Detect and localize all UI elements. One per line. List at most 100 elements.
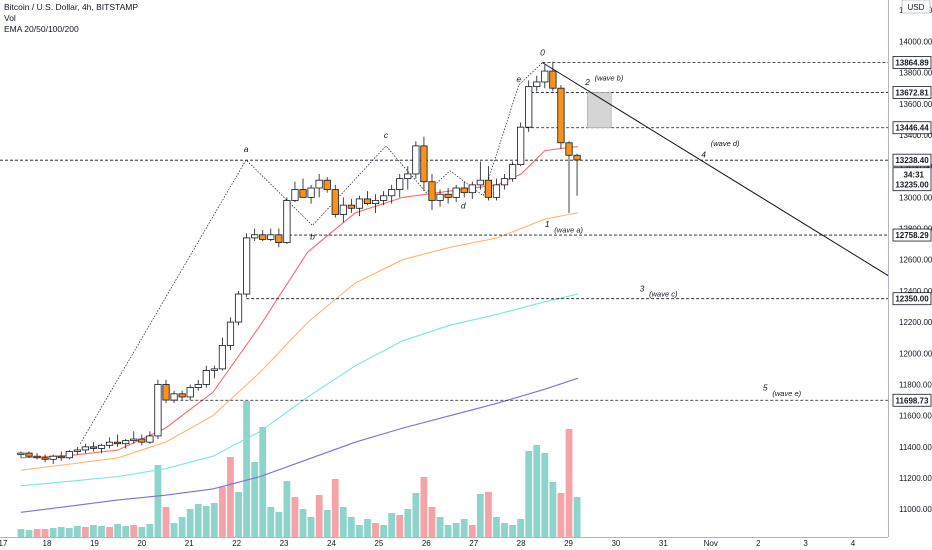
candle-5 <box>57 451 65 461</box>
volume-bar-43 <box>364 519 371 537</box>
candle-body <box>460 187 468 194</box>
candle-32 <box>275 228 283 248</box>
candle-body <box>243 237 251 295</box>
y-tick-label: 13600.00 <box>899 100 932 109</box>
y-tick-label: 12600.00 <box>899 256 932 265</box>
y-tick-label: 13400.00 <box>899 131 932 140</box>
candle-58 <box>484 166 493 201</box>
candle-body <box>315 179 323 189</box>
volume-bar-48 <box>404 509 412 537</box>
candle-25 <box>218 337 227 371</box>
volume-bar-16 <box>146 524 154 537</box>
candle-body <box>371 200 380 204</box>
candle-14 <box>130 431 138 444</box>
candle-body <box>388 189 396 197</box>
x-tick-label: 25 <box>374 539 383 548</box>
candle-body <box>194 384 202 388</box>
volume-bar-62 <box>517 519 525 537</box>
target-number-5: 5 <box>763 383 768 393</box>
candle-body <box>565 142 573 156</box>
candle-43 <box>363 191 372 206</box>
y-tick-label: 12400.00 <box>899 287 932 296</box>
price-level-tag: 13672.81 <box>895 88 929 97</box>
volume-bar-1 <box>25 530 33 537</box>
volume-bar-29 <box>251 462 259 537</box>
trend-line <box>542 62 932 304</box>
volume-bar-50 <box>420 477 428 537</box>
target-label-1: (wave a) <box>554 225 583 234</box>
candle-15 <box>138 434 146 446</box>
x-tick-label: 20 <box>137 539 146 548</box>
candle-51 <box>428 173 436 210</box>
ema-label: EMA 20/50/100/200 <box>4 24 79 34</box>
x-tick-label: Nov <box>704 539 718 548</box>
candle-33 <box>283 197 291 245</box>
candle-body <box>508 164 517 180</box>
volume-bar-55 <box>460 519 468 537</box>
wave-label-0: 0 <box>540 47 545 57</box>
volume-bar-54 <box>452 523 460 537</box>
volume-bar-68 <box>565 429 573 537</box>
candle-body <box>428 181 436 201</box>
wave-label-d: d <box>461 200 466 210</box>
x-tick-label: 31 <box>659 539 668 548</box>
price-axis[interactable]: 14200.0014000.0013800.0013600.0013400.00… <box>888 0 932 550</box>
volume-bar-65 <box>541 453 549 537</box>
price-level-tag-bg <box>892 393 932 407</box>
candle-body <box>122 440 130 445</box>
candle-0 <box>17 451 25 458</box>
candle-40 <box>339 197 347 223</box>
price-level-tag: 13238.40 <box>895 156 929 165</box>
volume-bar-22 <box>194 504 202 537</box>
candle-22 <box>194 379 202 391</box>
candle-body <box>267 234 275 240</box>
candle-10 <box>97 443 106 454</box>
volume-bar-15 <box>138 527 146 537</box>
volume-bar-66 <box>549 482 557 537</box>
time-axis[interactable]: 17 18 19 20 21 22 23 24 25 26 27 28 29 30 31 Nov 2 3 4 <box>0 537 932 550</box>
volume-bar-32 <box>275 512 283 537</box>
candle-59 <box>492 178 501 201</box>
volume-bar-33 <box>283 481 291 537</box>
candle-6 <box>65 449 73 460</box>
candle-3 <box>41 454 49 463</box>
y-tick-label: 14000.00 <box>899 37 932 46</box>
candle-body <box>73 449 81 452</box>
candle-49 <box>412 141 420 179</box>
volume-bar-61 <box>509 525 516 537</box>
candle-18 <box>162 379 170 404</box>
candle-61 <box>508 161 517 182</box>
volume-bar-21 <box>186 509 194 537</box>
candle-body <box>517 126 525 166</box>
ema100-line <box>20 293 579 487</box>
volume-bar-0 <box>17 529 25 537</box>
candle-26 <box>226 317 235 351</box>
volume-bar-41 <box>347 517 355 537</box>
candle-63 <box>525 80 533 132</box>
candle-body <box>291 189 299 201</box>
volume-bar-10 <box>98 526 105 537</box>
volume-bar-52 <box>436 517 444 537</box>
volume-bar-5 <box>57 527 65 537</box>
x-tick-label: 3 <box>803 539 808 548</box>
candles <box>17 61 581 464</box>
volume-bar-25 <box>219 487 226 537</box>
candle-body <box>226 321 235 346</box>
candle-54 <box>452 184 460 203</box>
x-tick-label: 21 <box>185 539 194 548</box>
candle-17 <box>154 379 162 440</box>
candle-body <box>114 441 122 445</box>
candle-body <box>178 393 186 398</box>
y-tick-label: 12000.00 <box>899 349 932 358</box>
volume-bar-49 <box>412 493 420 537</box>
volume-bar-17 <box>154 465 162 537</box>
candle-body <box>468 184 476 194</box>
x-tick-label: 2 <box>756 539 761 548</box>
volume-bar-59 <box>493 517 500 537</box>
price-level-tag-bg <box>892 228 932 242</box>
candle-55 <box>460 181 468 198</box>
candle-body <box>146 435 154 443</box>
price-levels <box>0 62 888 401</box>
candle-19 <box>170 390 178 404</box>
